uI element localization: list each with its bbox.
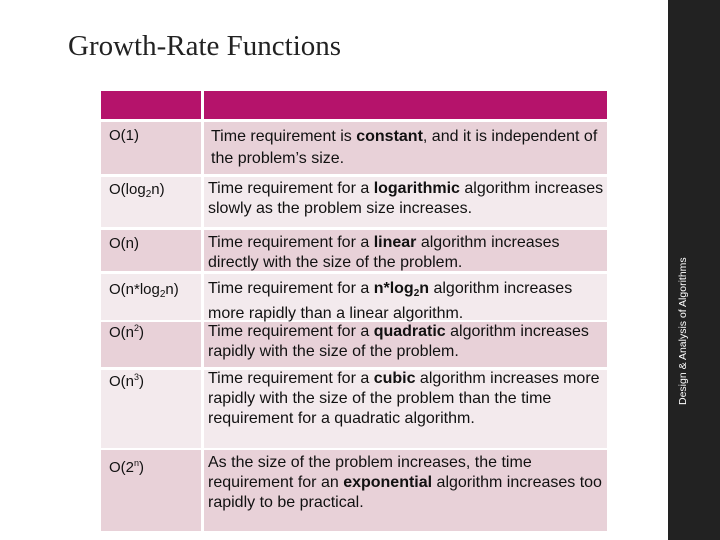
growth-rate-body: O(log2n) O(n) O(n*log2n) O(n2) O(n3) O(2… xyxy=(101,177,607,531)
row-label: O(n3) xyxy=(109,372,145,390)
header-cell-description xyxy=(204,91,607,119)
row-description: Time requirement is constant, and it is … xyxy=(204,122,607,174)
row-label: O(n2) xyxy=(109,323,145,341)
row-label: O(log2n) xyxy=(109,181,165,200)
growth-rate-table: O(1) Time requirement is constant, and i… xyxy=(101,91,607,174)
sidebar-caption: Design & Analysis of Algorithms xyxy=(677,257,689,405)
row-label: O(1) xyxy=(101,122,201,174)
row-description: Time requirement for a quadratic algorit… xyxy=(208,323,589,360)
row-stripe xyxy=(101,274,607,320)
row-description: Time requirement for a cubic algorithm i… xyxy=(208,370,600,427)
row-stripe xyxy=(101,230,607,271)
slide-title: Growth-Rate Functions xyxy=(68,30,342,62)
row-description: As the size of the problem increases, th… xyxy=(208,454,602,511)
row-description: Time requirement for a linear algorithm … xyxy=(208,234,560,271)
row-stripe xyxy=(101,450,607,531)
row-label: O(n) xyxy=(109,235,139,252)
header-cell-notation xyxy=(101,91,201,119)
sidebar-band xyxy=(668,0,720,540)
row-stripe xyxy=(101,177,607,227)
table-row: O(1) Time requirement is constant, and i… xyxy=(101,122,607,174)
table-header-row xyxy=(101,91,607,119)
row-label: O(2n) xyxy=(109,458,145,476)
row-stripe xyxy=(101,370,607,448)
row-description: Time requirement for a logarithmic algor… xyxy=(208,180,604,217)
row-description: Time requirement for a n*log2n algorithm… xyxy=(208,280,573,322)
row-stripe xyxy=(101,322,607,367)
row-label: O(n*log2n) xyxy=(109,281,179,300)
